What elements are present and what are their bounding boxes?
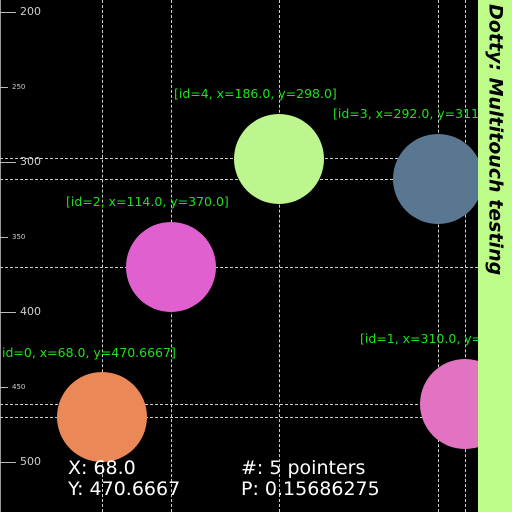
crosshair-v-pointer-4	[279, 0, 280, 512]
pointer-1-circle	[420, 359, 478, 449]
y-axis	[0, 0, 1, 512]
readout-x: X: 68.0	[68, 457, 136, 479]
y-tick-label-500: 500	[20, 455, 41, 468]
y-tick-label-250: 250	[12, 83, 26, 91]
pointer-2-circle	[126, 222, 216, 312]
y-tick-200	[0, 12, 16, 13]
pointer-1-label: [id=1, x=310.0, y=	[360, 331, 478, 346]
y-tick-label-450: 450	[12, 383, 26, 391]
y-tick-250	[0, 87, 8, 88]
pointer-4-circle	[234, 114, 324, 204]
crosshair-v-pointer-0	[102, 0, 103, 512]
crosshair-h-pointer-0	[0, 417, 478, 418]
y-tick-label-400: 400	[20, 305, 41, 318]
pointer-3-label: [id=3, x=292.0, y=311.	[333, 106, 478, 121]
y-tick-label-350: 350	[12, 233, 26, 241]
app-title: Dotty: Multitouch testing	[484, 4, 507, 276]
crosshair-v-pointer-3	[438, 0, 439, 512]
readout-pointer-count: #: 5 pointers	[241, 457, 366, 479]
crosshair-h-pointer-2	[0, 267, 478, 268]
y-tick-400	[0, 312, 16, 313]
y-tick-label-300: 300	[20, 155, 41, 168]
crosshair-v-pointer-1	[465, 0, 466, 512]
y-tick-350	[0, 237, 8, 238]
readout-pressure: P: 0.15686275	[241, 478, 380, 500]
touch-canvas[interactable]: 200 250 300 350 400 450 500 [id=4, x=186…	[0, 0, 478, 512]
readout-y: Y: 470.6667	[68, 478, 181, 500]
pointer-0-label: id=0, x=68.0, y=470.6667]	[2, 345, 176, 360]
pointer-2-label: [id=2, x=114.0, y=370.0]	[66, 194, 229, 209]
y-tick-500	[0, 462, 16, 463]
y-tick-450	[0, 387, 8, 388]
y-tick-label-200: 200	[20, 5, 41, 18]
title-sidebar: Dotty: Multitouch testing	[478, 0, 512, 512]
crosshair-h-pointer-1	[0, 404, 478, 405]
y-tick-300	[0, 162, 16, 163]
pointer-3-circle	[393, 134, 478, 224]
pointer-4-label: [id=4, x=186.0, y=298.0]	[174, 86, 337, 101]
pointer-0-circle	[57, 372, 147, 462]
